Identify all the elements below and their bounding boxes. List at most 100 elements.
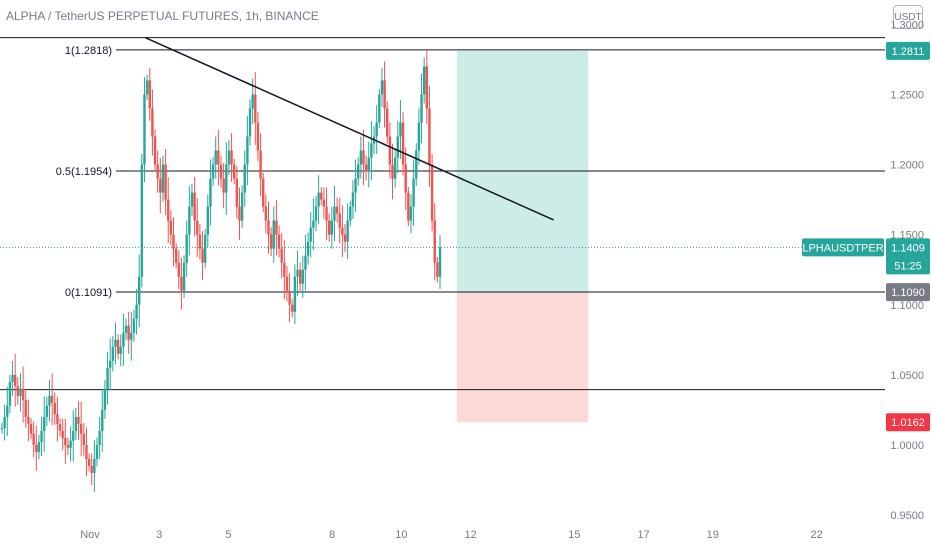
candle-body <box>85 444 88 459</box>
fib-level-label-1: 0.5(1.1954) <box>56 166 112 178</box>
candle-body <box>436 262 439 277</box>
candle-body <box>422 66 426 95</box>
candle-body <box>21 388 25 401</box>
price-badge-value-entry: 1.1090 <box>891 287 925 299</box>
candle-body <box>32 433 35 445</box>
candle-body <box>404 164 407 193</box>
candle-body <box>280 248 283 263</box>
candle-body <box>309 227 312 242</box>
candle-body <box>95 444 99 459</box>
candle-body <box>335 206 339 214</box>
candle-body <box>354 178 357 193</box>
candle-body <box>262 178 265 207</box>
candle-body <box>314 206 318 221</box>
candle-body <box>145 80 149 95</box>
candle-body <box>238 206 241 221</box>
candle-body <box>122 332 125 347</box>
candle-body <box>383 80 386 109</box>
candle-body <box>367 157 370 172</box>
candle-body <box>362 150 365 165</box>
candle-body <box>420 94 423 123</box>
candle-body <box>164 164 167 200</box>
candle-body <box>277 234 281 249</box>
x-axis-tick: Nov <box>80 529 100 541</box>
candle-body <box>159 178 162 193</box>
candle-body <box>346 220 349 242</box>
candle-body <box>190 192 194 207</box>
candle-body <box>111 346 115 361</box>
candle-body <box>428 108 431 165</box>
y-axis-tick: 1.3000 <box>890 19 924 31</box>
candle-body <box>151 108 154 137</box>
candle-body <box>386 108 389 137</box>
candle-body <box>201 248 204 263</box>
candle-body <box>285 276 289 291</box>
candle-body <box>349 206 352 221</box>
candle-body <box>119 346 122 354</box>
candle-body <box>77 416 80 424</box>
candle-body <box>320 192 323 200</box>
candle-body <box>272 220 275 249</box>
candle-body <box>116 339 120 354</box>
candle-body <box>66 444 70 448</box>
candle-body <box>193 192 196 221</box>
x-axis-tick: 19 <box>707 529 719 541</box>
candle-body <box>393 157 397 179</box>
candle-body <box>161 164 165 193</box>
y-axis-tick: 1.2500 <box>890 89 924 101</box>
candle-body <box>235 178 239 207</box>
candle-body <box>430 164 434 221</box>
candle-body <box>417 122 421 151</box>
candle-body <box>438 247 442 277</box>
candle-body <box>127 325 130 340</box>
candle-body <box>399 122 402 137</box>
currency-button[interactable]: USDT <box>893 5 923 29</box>
candle-body <box>138 276 141 305</box>
candle-body <box>6 405 9 417</box>
candle-body <box>90 465 93 473</box>
candle-body <box>35 444 38 452</box>
candle-body <box>391 164 394 179</box>
candle-body <box>29 423 33 434</box>
candle-body <box>291 304 294 312</box>
candle-body <box>169 220 173 235</box>
candle-body <box>264 206 268 221</box>
candle-body <box>370 143 373 158</box>
y-axis-tick: 1.1000 <box>890 300 924 312</box>
x-axis-tick: 12 <box>464 529 476 541</box>
candle-body <box>106 367 109 389</box>
candle-body <box>140 164 144 277</box>
candle-body <box>174 248 178 263</box>
candle-body <box>338 213 341 228</box>
candle-body <box>98 430 101 445</box>
candle-body <box>135 304 138 319</box>
fib-level-label-2: 0(1.1091) <box>65 287 112 299</box>
candle-body <box>275 220 278 235</box>
candle-body <box>269 234 273 249</box>
candle-body <box>248 108 252 137</box>
candle-body <box>312 220 315 228</box>
candle-body <box>304 255 307 270</box>
candle-body <box>293 276 297 312</box>
candle-body <box>156 164 159 179</box>
candle-body <box>341 227 344 235</box>
candle-body <box>3 416 6 429</box>
candle-body <box>230 150 233 165</box>
candle-body <box>357 164 360 179</box>
last-price-badge <box>886 238 930 275</box>
candle-body <box>185 234 188 263</box>
candle-body <box>325 206 328 221</box>
price-badge-entry <box>886 283 930 302</box>
y-axis-tick: 1.0500 <box>890 370 924 382</box>
candle-body <box>24 400 27 417</box>
candle-body <box>19 388 22 396</box>
candle-body <box>296 269 299 277</box>
candle-body <box>61 430 64 438</box>
candle-body <box>232 164 236 179</box>
candle-body <box>222 178 225 193</box>
y-axis-tick: 1.0000 <box>890 440 924 452</box>
candle-body <box>45 405 49 417</box>
candle-body <box>11 374 14 382</box>
